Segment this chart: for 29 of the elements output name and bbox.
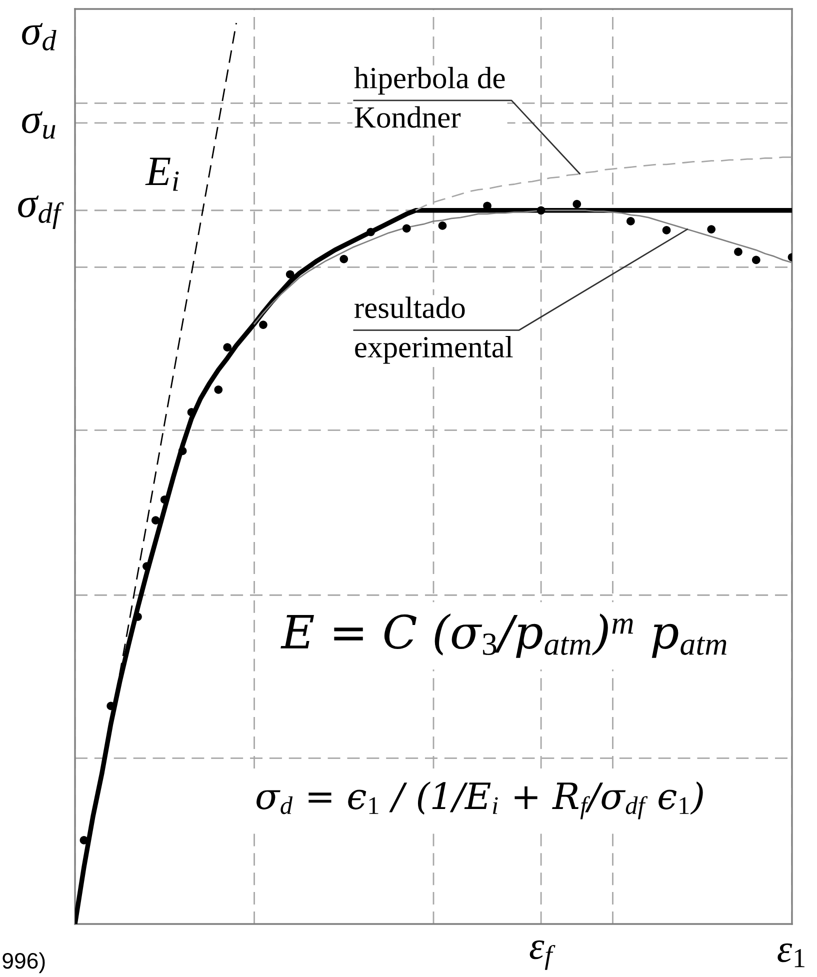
point: [734, 248, 742, 256]
point: [151, 516, 160, 525]
annotation: E = C (σ$_{3}$/p$_{atm}$)$^{m}$ p$_{atm}$: [280, 614, 726, 658]
point: [178, 446, 187, 456]
point: [402, 224, 411, 233]
x-tick-label: ε$_{f}$: [530, 940, 556, 970]
point: [366, 228, 375, 236]
point: [214, 386, 223, 394]
ref-line-label: σ$_{df}$: [18, 196, 64, 229]
point: [438, 222, 447, 230]
ref-line-label: σ$_{u}$: [22, 111, 56, 139]
point: [626, 217, 635, 226]
point: [259, 320, 268, 329]
point: [142, 562, 151, 570]
x-tick-label: ε$_{1}$: [778, 943, 804, 968]
point: [662, 226, 671, 234]
series-label: E$_{i}$: [145, 158, 179, 191]
point: [223, 343, 232, 352]
text: σ$_{d}$ = ϵ$_{1}$ / (1/E$_{i}$ + R$_{f}$/σ$_{df}$ ϵ$_{1}$): [256, 782, 703, 820]
text: 996): [2, 952, 45, 974]
series-label: resultado experimental: [354, 296, 513, 364]
point: [340, 254, 348, 264]
point: [286, 270, 294, 279]
point: [572, 200, 582, 208]
y-axis-title: σ$_{d}$: [22, 22, 56, 50]
point: [707, 225, 716, 234]
series-label: hiperbola de Kondner: [354, 66, 505, 128]
point: [536, 206, 546, 215]
point: [752, 256, 760, 264]
